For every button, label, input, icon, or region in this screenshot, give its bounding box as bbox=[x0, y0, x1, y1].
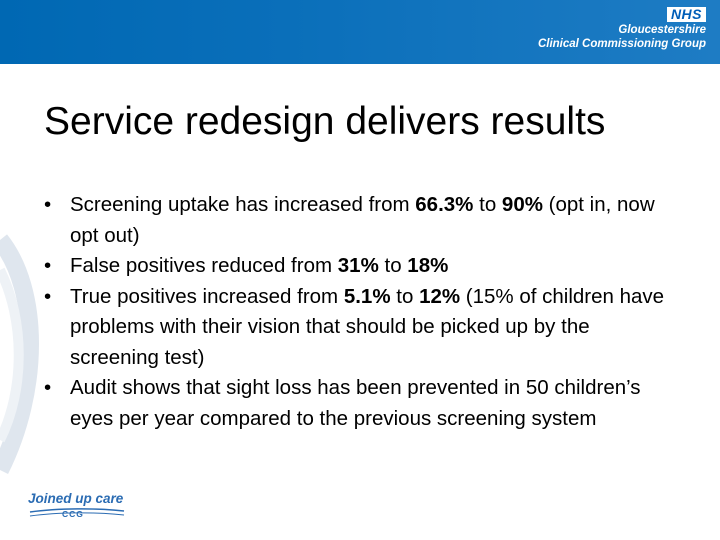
bullet-text: True positives increased from bbox=[70, 284, 344, 308]
bullet-icon: • bbox=[44, 284, 52, 308]
bullet-text: to bbox=[390, 284, 420, 308]
footer-logo-text: Joined up care bbox=[28, 491, 124, 506]
bullet-value: 90% bbox=[501, 193, 543, 216]
nhs-logo: NHS bbox=[666, 7, 706, 22]
bullet-text: False positives reduced from bbox=[70, 254, 338, 277]
bullet-icon: • bbox=[44, 376, 52, 399]
header-band: NHS Gloucestershire Clinical Commissioni… bbox=[0, 0, 720, 64]
bullet-value: 31% bbox=[337, 254, 379, 277]
org-name-line-2: Clinical Commissioning Group bbox=[537, 38, 706, 50]
bullet-value: 18% bbox=[407, 254, 449, 277]
bullet-text: Screening uptake has increased from bbox=[70, 193, 416, 216]
bullet-value: 66.3% bbox=[415, 193, 474, 216]
decorative-swirl bbox=[0, 234, 39, 475]
bullet-item: • False positives reduced from 31% to 18… bbox=[44, 251, 684, 282]
slide-title: Service redesign delivers results bbox=[44, 100, 606, 143]
footer-logo-ccg: CCG bbox=[62, 509, 84, 519]
bullet-item: • Audit shows that sight loss has been p… bbox=[44, 373, 684, 434]
footer-logo-graphic bbox=[29, 508, 125, 517]
bullet-icon: • bbox=[44, 193, 52, 216]
bullet-text: (15% of children have problems with thei… bbox=[70, 284, 665, 369]
bullet-icon: • bbox=[44, 254, 52, 277]
bullet-text: to bbox=[473, 193, 502, 216]
bullet-value: 5.1% bbox=[343, 284, 391, 308]
bullet-value: 12% bbox=[419, 284, 461, 308]
bullet-text: Audit shows that sight loss has been pre… bbox=[70, 376, 641, 430]
org-name-line-1: Gloucestershire bbox=[618, 24, 706, 36]
bullet-text: (opt in, now opt out) bbox=[70, 193, 655, 247]
bullet-list: • Screening uptake has increased from 66… bbox=[44, 190, 684, 434]
bullet-item: • True positives increased from 5.1% to … bbox=[44, 282, 684, 374]
bullet-text: to bbox=[378, 254, 408, 277]
bullet-item: • Screening uptake has increased from 66… bbox=[44, 190, 684, 251]
